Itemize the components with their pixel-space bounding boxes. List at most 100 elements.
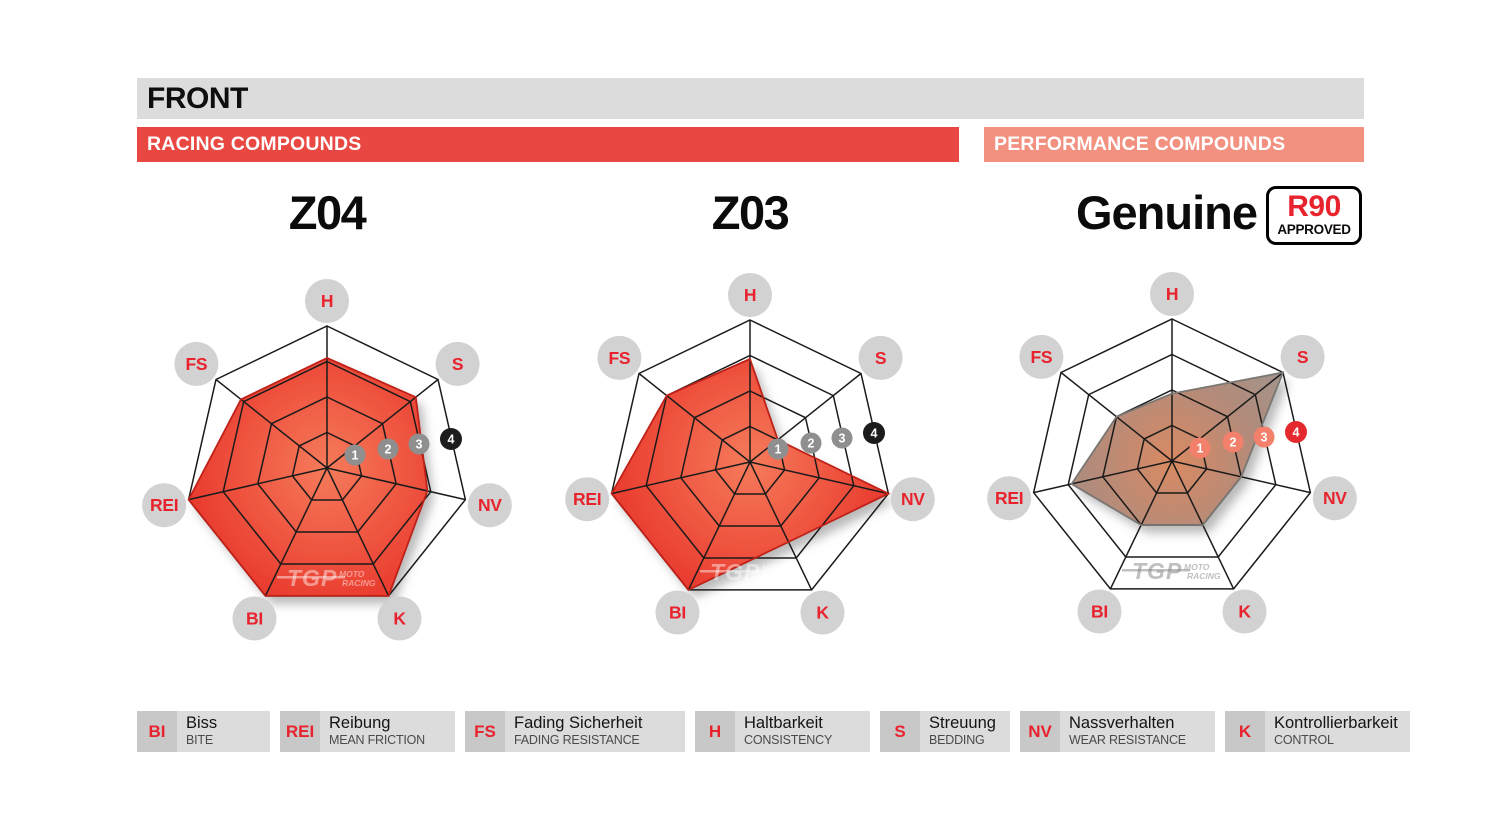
axis-label-FS: FS (186, 354, 208, 374)
legend-term-en: FADING RESISTANCE (514, 732, 640, 747)
axis-label-circle-K (1222, 589, 1267, 634)
compound-polygon-fill (611, 359, 889, 590)
compound-polygon-outline (1070, 371, 1285, 526)
axis-label-BI: BI (669, 603, 686, 623)
legend-term-de: Fading Sicherheit (514, 714, 643, 733)
axis-label-circle-K (800, 590, 845, 635)
compound-polygon-fill (188, 358, 428, 596)
axis-label-H: H (1166, 284, 1178, 304)
radar-grid-ring-1 (714, 425, 786, 495)
radar-spoke-NV (749, 461, 889, 495)
legend-abbr-badge: S (880, 711, 920, 752)
legend-item-bi: BI Biss BITE (137, 711, 270, 752)
radar-grid-ring-2 (256, 396, 398, 533)
axis-label-NV: NV (901, 489, 925, 509)
radar-spoke-NV (1171, 460, 1311, 494)
legend-abbr-badge: FS (465, 711, 505, 752)
page-title: FRONT (147, 81, 248, 115)
radar-spoke-BI (1109, 460, 1173, 590)
scale-marker-label-3: 3 (1261, 430, 1268, 444)
radar-grid-ring-1 (1136, 424, 1208, 494)
radar-grid-ring-4 (1032, 318, 1312, 590)
axis-label-circle-S (858, 335, 903, 380)
tgp-watermark-bar (277, 576, 345, 579)
radar-grid-ring-4 (610, 319, 890, 591)
tgp-watermark-logo: TGP (1132, 558, 1182, 584)
performance-compounds-band: PERFORMANCE COMPOUNDS (984, 127, 1364, 162)
axis-label-H: H (321, 291, 333, 311)
legend-bar: BI Biss BITE REI Reibung MEAN FRICTION FS Fadin… (137, 711, 1410, 752)
scale-marker-label-1: 1 (352, 448, 359, 462)
axis-label-circle-NV (467, 483, 512, 528)
radar-spoke-S (326, 378, 439, 469)
axis-label-H: H (744, 285, 756, 305)
tgp-watermark-bar (700, 570, 768, 573)
legend-term-en: BEDDING (929, 732, 985, 747)
radar-spoke-REI (1033, 460, 1173, 494)
axis-label-NV: NV (478, 495, 502, 515)
radar-spoke-REI (611, 461, 751, 495)
racing-compounds-band: RACING COMPOUNDS (137, 127, 959, 162)
scale-marker-4 (440, 428, 462, 450)
scale-marker-label-1: 1 (775, 442, 782, 456)
legend-text: Streuung BEDDING (920, 711, 1010, 752)
axis-label-circle-FS (597, 335, 642, 380)
legend-text: Biss BITE (177, 711, 270, 752)
compound-polygon-fill (1071, 372, 1283, 525)
legend-term-de: Nassverhalten (1069, 714, 1175, 733)
radar-spoke-S (1171, 371, 1284, 462)
scale-marker-3 (831, 427, 853, 449)
legend-item-fs: FS Fading Sicherheit FADING RESISTANCE (465, 711, 685, 752)
scale-marker-2 (1222, 431, 1244, 453)
tgp-watermark-racing: RACING (342, 578, 376, 588)
axis-label-BI: BI (246, 609, 263, 629)
radar-spoke-K (326, 467, 390, 597)
legend-item-nv: NV Nassverhalten WEAR RESISTANCE (1020, 711, 1215, 752)
axis-label-circle-REI (987, 476, 1032, 521)
axis-label-circle-H (1150, 272, 1194, 316)
compound-title-z04: Z04 (288, 186, 367, 239)
scale-marker-2 (377, 438, 399, 460)
radar-spoke-K (749, 461, 813, 591)
r90-badge-text: R90 (1287, 190, 1341, 224)
performance-compounds-label: PERFORMANCE COMPOUNDS (994, 133, 1286, 155)
radar-spoke-FS (638, 372, 751, 463)
scale-marker-label-4: 4 (448, 432, 455, 446)
axis-label-circle-BI (232, 596, 277, 641)
scale-marker-label-3: 3 (416, 437, 423, 451)
axis-label-circle-S (435, 341, 480, 386)
scale-marker-label-3: 3 (839, 431, 846, 445)
radar-grid-ring-2 (679, 390, 821, 527)
tgp-watermark-racing: RACING (1187, 571, 1221, 581)
axis-label-K: K (393, 609, 406, 629)
scale-marker-1 (1189, 437, 1211, 459)
legend-term-de: Kontrollierbarkeit (1274, 714, 1398, 733)
axis-label-circle-K (377, 596, 422, 641)
scale-marker-2 (800, 432, 822, 454)
axis-label-REI: REI (995, 488, 1023, 508)
radar-grid-ring-3 (645, 354, 855, 559)
radar-grid-ring-4 (187, 325, 467, 597)
axis-label-FS: FS (1031, 347, 1053, 367)
legend-item-rei: REI Reibung MEAN FRICTION (280, 711, 455, 752)
axis-label-circle-S (1280, 334, 1325, 379)
compound-polygon-outline (610, 357, 891, 592)
tgp-watermark-moto: MOTO (762, 563, 788, 573)
legend-term-en: CONSISTENCY (744, 732, 833, 747)
axis-label-S: S (452, 354, 463, 374)
legend-item-s: S Streuung BEDDING (880, 711, 1010, 752)
legend-term-de: Streuung (929, 714, 996, 733)
scale-marker-label-2: 2 (385, 442, 392, 456)
radar-spoke-K (1171, 460, 1235, 590)
scale-marker-label-4: 4 (871, 426, 878, 440)
radar-spoke-FS (215, 378, 328, 469)
radar-spoke-REI (188, 467, 328, 501)
radar-spoke-NV (326, 467, 466, 501)
axis-label-BI: BI (1091, 602, 1108, 622)
axis-label-S: S (1297, 347, 1308, 367)
legend-abbr-badge: BI (137, 711, 177, 752)
legend-text: Kontrollierbarkeit CONTROL (1265, 711, 1410, 752)
axis-label-REI: REI (150, 495, 178, 515)
